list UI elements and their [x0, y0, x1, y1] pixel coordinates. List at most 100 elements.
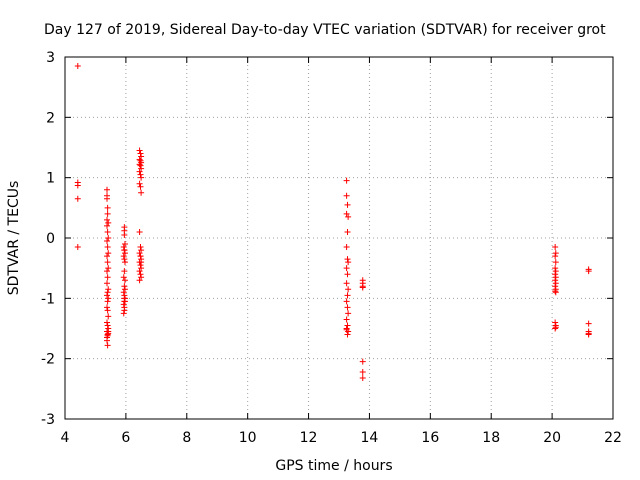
- data-point: [344, 331, 351, 338]
- data-point: [552, 244, 559, 251]
- y-tick-label: 1: [46, 171, 55, 187]
- data-point: [136, 161, 143, 168]
- data-point: [552, 325, 559, 332]
- data-point: [121, 268, 128, 275]
- data-point: [120, 274, 127, 281]
- x-tick-label: 20: [543, 430, 561, 446]
- data-point: [120, 310, 127, 317]
- data-point: [585, 331, 592, 338]
- data-point: [121, 247, 128, 254]
- y-tick-label: -1: [41, 291, 55, 307]
- data-point: [104, 298, 111, 305]
- data-point: [104, 195, 111, 202]
- data-point: [121, 241, 128, 248]
- data-point: [121, 259, 128, 266]
- data-point: [359, 368, 366, 375]
- data-point: [104, 319, 111, 326]
- data-point: [104, 244, 111, 251]
- data-point: [138, 165, 145, 172]
- data-point: [120, 289, 127, 296]
- data-point: [552, 265, 559, 272]
- data-point: [585, 268, 592, 275]
- grid: [65, 57, 613, 419]
- data-point: [105, 250, 112, 257]
- data-point: [120, 244, 127, 251]
- data-point: [359, 374, 366, 381]
- data-point: [105, 235, 112, 241]
- y-tick-label: -2: [41, 352, 55, 368]
- data-point: [137, 244, 144, 251]
- data-point: [104, 238, 111, 245]
- data-point: [552, 277, 559, 284]
- x-tick-label: 4: [61, 430, 70, 446]
- data-point: [74, 244, 81, 251]
- data-point: [345, 286, 352, 293]
- data-point: [137, 262, 144, 269]
- data-point: [136, 168, 143, 175]
- data-point: [104, 216, 111, 223]
- data-point: [104, 186, 111, 193]
- data-point: [105, 219, 112, 226]
- data-point: [74, 182, 81, 189]
- y-axis-label: SDTVAR / TECUs: [6, 181, 22, 296]
- data-point: [74, 195, 81, 202]
- data-point: [343, 244, 350, 251]
- data-point: [344, 201, 351, 208]
- data-point: [121, 231, 128, 238]
- data-point: [552, 319, 559, 326]
- data-point: [345, 310, 352, 317]
- data-point: [585, 320, 592, 327]
- data-point: [137, 271, 144, 278]
- data-point: [343, 192, 350, 199]
- data-point: [138, 274, 145, 281]
- x-tick-label: 16: [421, 430, 439, 446]
- data-point: [105, 328, 112, 335]
- x-tick-label: 8: [182, 430, 191, 446]
- data-point: [121, 307, 128, 314]
- data-point: [552, 271, 559, 278]
- data-point: [138, 259, 145, 266]
- data-point: [105, 295, 112, 302]
- data-point: [343, 210, 350, 217]
- data-point: [104, 204, 111, 211]
- data-point: [344, 228, 351, 235]
- data-point: [104, 322, 111, 329]
- data-point: [104, 337, 111, 344]
- y-tick-label: -3: [41, 412, 55, 428]
- data-point: [345, 259, 352, 266]
- data-point: [136, 147, 143, 154]
- data-point: [552, 288, 559, 295]
- data-point: [345, 213, 352, 220]
- data-point: [343, 177, 350, 184]
- data-point: [344, 271, 351, 278]
- data-point: [121, 298, 128, 305]
- data-point: [104, 289, 111, 296]
- data-point: [343, 280, 350, 287]
- data-point: [104, 280, 111, 287]
- data-point: [138, 189, 145, 196]
- data-point: [138, 265, 145, 272]
- data-point: [104, 292, 111, 299]
- data-point: [552, 274, 559, 281]
- data-point: [552, 268, 559, 275]
- data-point: [104, 210, 111, 217]
- data-point: [359, 358, 366, 365]
- y-tick-label: 2: [46, 110, 55, 126]
- chart-title: Day 127 of 2019, Sidereal Day-to-day VTE…: [44, 22, 606, 38]
- data-point: [121, 250, 128, 257]
- data-point: [136, 250, 143, 257]
- data-point: [136, 277, 143, 284]
- data-point: [343, 298, 350, 305]
- data-point: [104, 228, 111, 235]
- data-point: [552, 324, 559, 331]
- data-point: [138, 153, 145, 160]
- data-point: [552, 280, 559, 287]
- data-point: [344, 292, 351, 299]
- data-point: [138, 174, 145, 181]
- data-point: [104, 307, 111, 314]
- data-point: [104, 253, 111, 260]
- data-point: [104, 332, 111, 339]
- x-tick-label: 18: [482, 430, 500, 446]
- x-tick-label: 22: [604, 430, 622, 446]
